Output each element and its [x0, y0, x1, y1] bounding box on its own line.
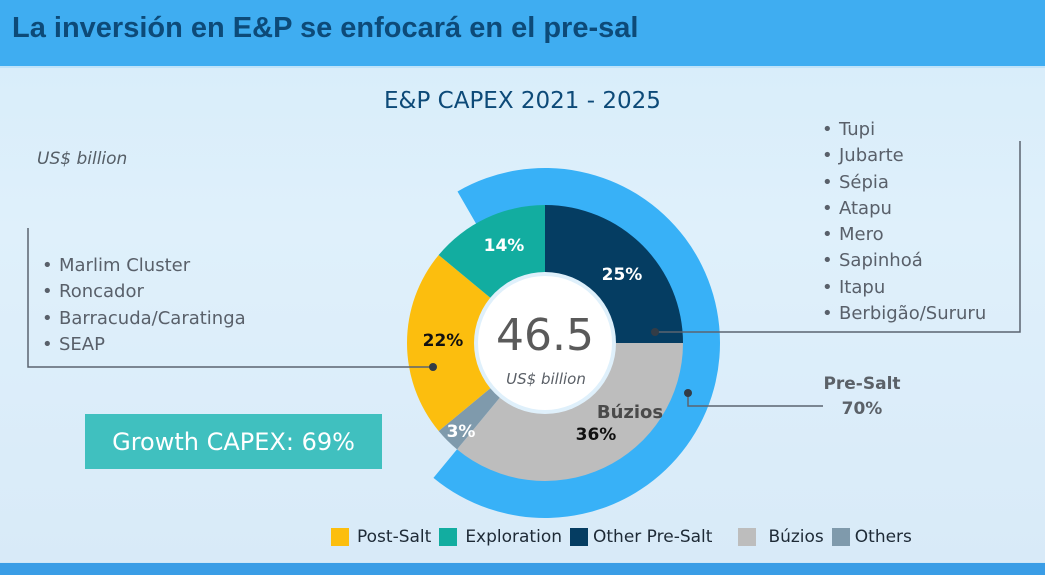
other-pre-salt-fields-list: Tupi Jubarte Sépia Atapu Mero Sapinhoá I…: [822, 117, 986, 327]
post-salt-connector-dot: [429, 363, 437, 371]
legend-swatch: [570, 528, 588, 546]
list-item: Mero: [822, 222, 986, 248]
list-item: Jubarte: [822, 143, 986, 169]
legend-label: Other Pre-Salt: [593, 527, 713, 547]
label-exploration: 14%: [484, 236, 525, 256]
label-buzios-name: Búzios: [597, 402, 663, 423]
title-band: La inversión en E&P se enfocará en el pr…: [0, 0, 1045, 68]
legend-item-other-pre-salt: Other Pre-Salt: [570, 527, 712, 547]
pre-salt-connector-dot: [684, 389, 692, 397]
center-circle: [478, 276, 612, 410]
legend-swatch: [738, 528, 757, 546]
list-item: SEAP: [42, 332, 246, 358]
center-value: 46.5: [496, 310, 594, 361]
unit-label: US$ billion: [37, 149, 128, 169]
post-salt-connector: [27, 228, 433, 368]
pre-salt-value: 70%: [841, 399, 883, 419]
list-item: Tupi: [822, 117, 986, 143]
post-salt-fields-list: Marlim Cluster Roncador Barracuda/Carati…: [42, 253, 246, 358]
legend-swatch: [331, 528, 349, 546]
legend-label: Others: [854, 527, 912, 547]
legend-label: Exploration: [465, 527, 562, 547]
center-unit: US$ billion: [506, 370, 586, 388]
chart-title: E&P CAPEX 2021 - 2025: [384, 88, 661, 114]
pre-salt-label: Pre-Salt 70%: [815, 372, 909, 422]
legend-label: Búzios: [768, 527, 824, 547]
other-pre-salt-connector: [655, 141, 1021, 333]
growth-capex-badge: Growth CAPEX: 69%: [85, 414, 382, 469]
legend-swatch: [831, 528, 850, 546]
legend-label: Post-Salt: [357, 527, 432, 547]
pre-salt-ring-arc: [433, 168, 720, 518]
chart-legend: Post-Salt Exploration Other Pre-Salt Búz…: [331, 527, 920, 547]
pie-slice-buzios: [457, 343, 683, 481]
label-other-pre-salt: 25%: [602, 265, 643, 285]
other-pre-salt-connector-dot: [651, 328, 659, 336]
list-item: Barracuda/Caratinga: [42, 306, 246, 332]
list-item: Roncador: [42, 279, 246, 305]
label-buzios: 36%: [576, 425, 617, 445]
legend-item-others: Others: [831, 527, 912, 547]
label-post-salt: 22%: [423, 331, 464, 351]
list-item: Berbigão/Sururu: [822, 301, 986, 327]
list-item: Sapinhoá: [822, 248, 986, 274]
legend-item-exploration: Exploration: [439, 527, 562, 547]
label-others: 3%: [447, 422, 476, 442]
pre-salt-name: Pre-Salt: [823, 374, 901, 394]
legend-item-buzios: Búzios: [738, 527, 824, 547]
list-item: Itapu: [822, 275, 986, 301]
list-item: Atapu: [822, 196, 986, 222]
legend-item-post-salt: Post-Salt: [331, 527, 431, 547]
list-item: Sépia: [822, 170, 986, 196]
bottom-band: [0, 562, 1045, 575]
list-item: Marlim Cluster: [42, 253, 246, 279]
pre-salt-ring: [433, 168, 720, 518]
pre-salt-connector: [687, 393, 823, 407]
pie-slices: [406, 205, 683, 481]
slide-title: La inversión en E&P se enfocará en el pr…: [12, 12, 639, 44]
legend-swatch: [439, 528, 458, 546]
